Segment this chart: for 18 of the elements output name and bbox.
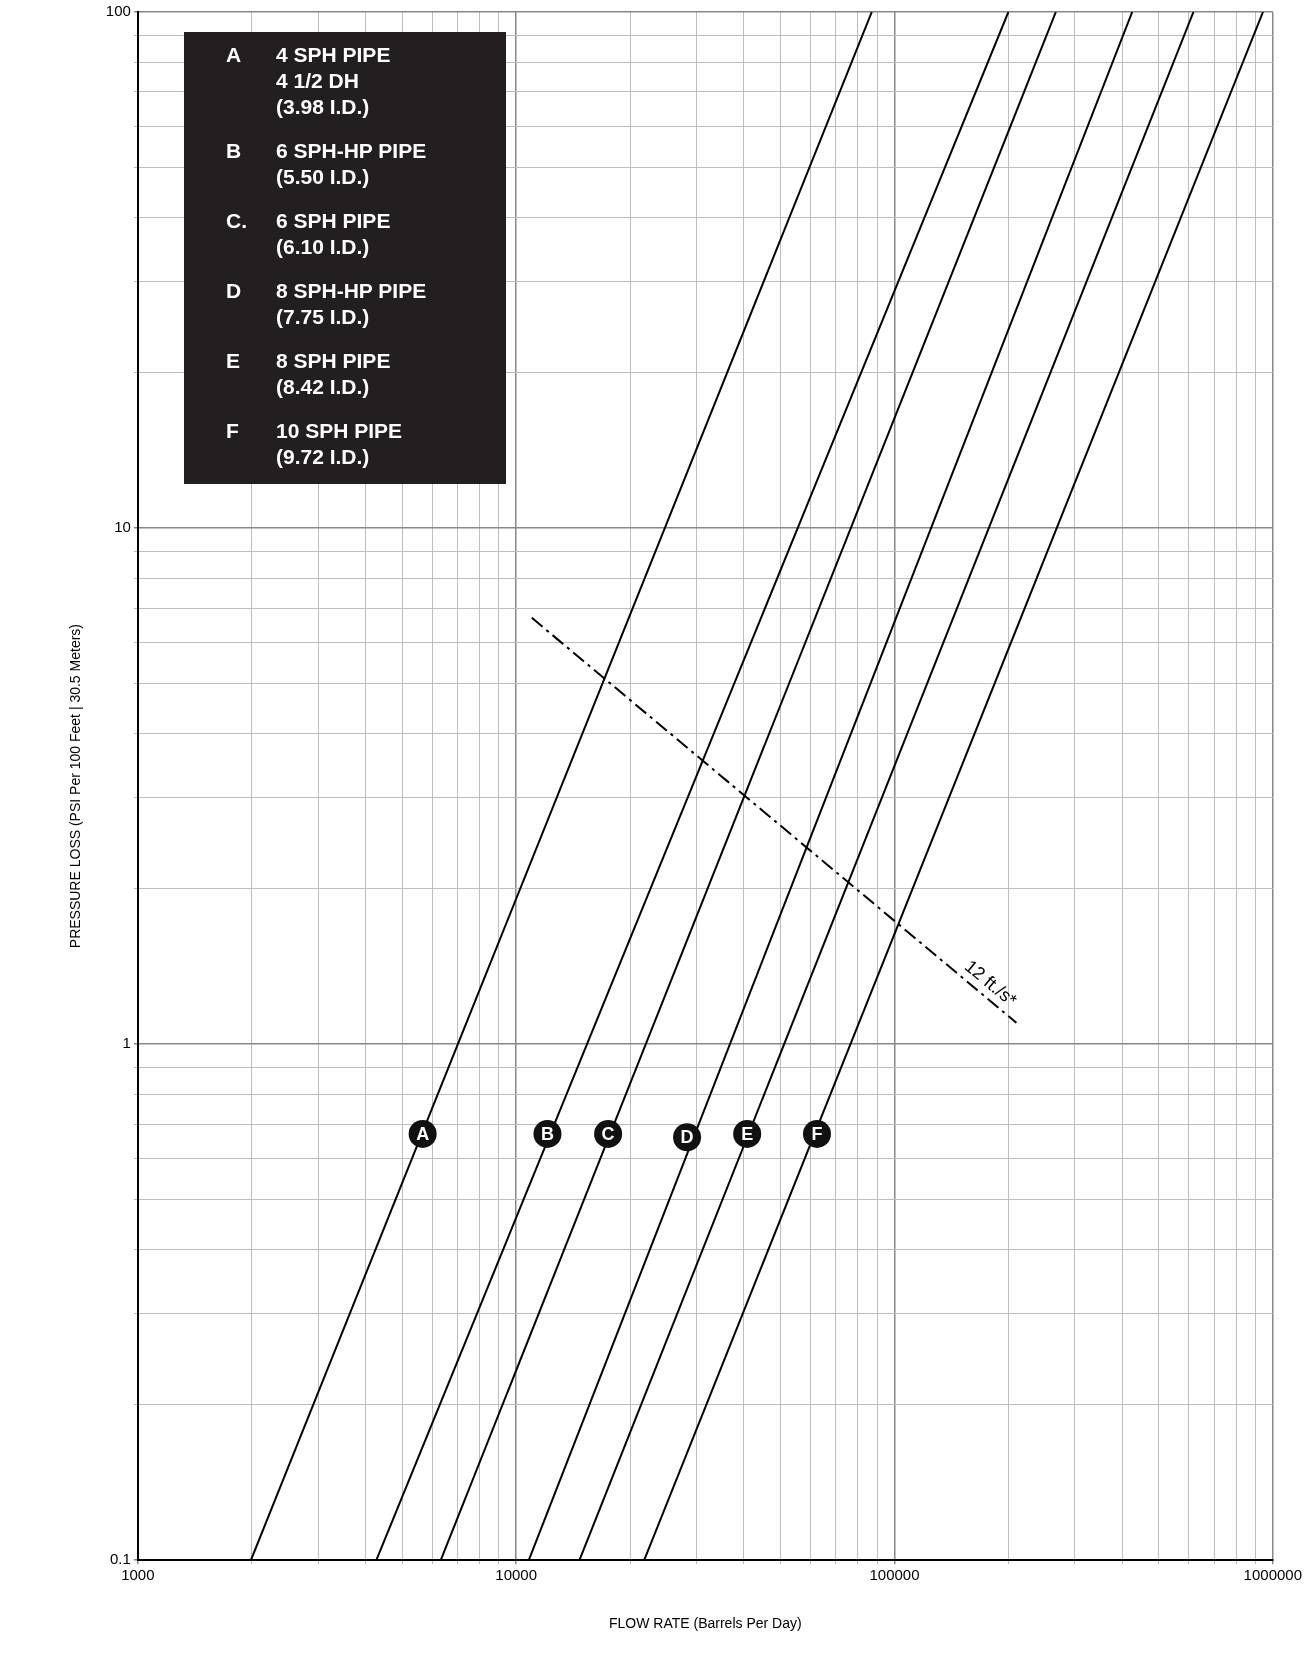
x-tick-label: 100000 [869, 1566, 920, 1584]
annotation: C [601, 1123, 615, 1144]
y-axis-title: PRESSURE LOSS (PSI Per 100 Feet | 30.5 Meters) [67, 623, 84, 949]
annotation: E [741, 1123, 754, 1144]
key-panel: A 4 SPH PIPE 4 1/2 DH (3.98 I.D.) B 6 SPH-HP PIPE (5.50 I.D.) C. 6 SPH PIPE (6.10 I.D.) D 8 SPH-HP PIPE (7.75 I.D.) E 8 SPH PIPE (8.42 I.D.) F 10 SPH PIPE (9.72 I.D.) [184, 32, 506, 484]
x-tick-label: 1000 [121, 1566, 155, 1584]
y-tick-label: 100 [105, 2, 131, 20]
x-tick-label: 10000 [495, 1566, 538, 1584]
text: 12 ft./s* [961, 955, 1021, 1011]
x-tick-label: 1000000 [1243, 1566, 1303, 1584]
annotation: D [680, 1127, 694, 1148]
y-tick-label: 0.1 [109, 1550, 131, 1568]
annotation: A [416, 1123, 430, 1144]
y-tick-label: 10 [114, 518, 131, 536]
y-tick-label: 1 [122, 1034, 131, 1052]
annotation: F [811, 1123, 823, 1144]
annotation: B [540, 1123, 554, 1144]
x-axis-title: FLOW RATE (Barrels Per Day) [608, 1615, 802, 1632]
